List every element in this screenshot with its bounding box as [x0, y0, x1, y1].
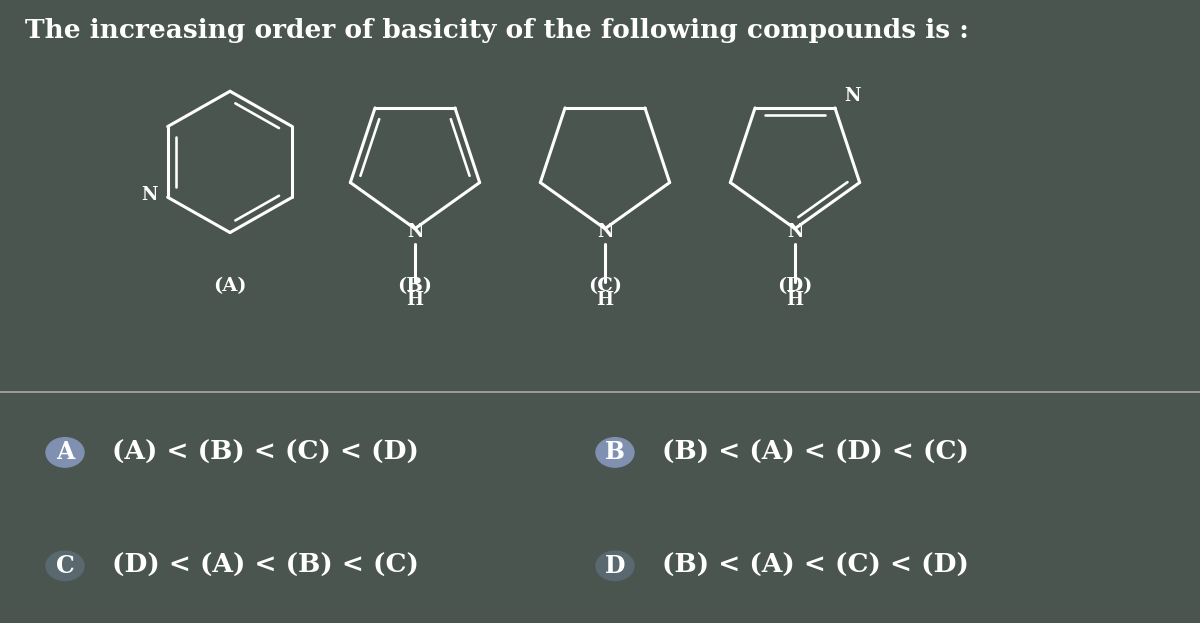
Text: (D) < (A) < (B) < (C): (D) < (A) < (B) < (C) — [112, 553, 419, 578]
Text: N: N — [845, 87, 862, 105]
Text: (B): (B) — [397, 277, 432, 295]
Ellipse shape — [596, 551, 634, 581]
Text: B: B — [605, 440, 625, 464]
Text: D: D — [605, 554, 625, 578]
Text: H: H — [596, 292, 613, 310]
Text: (A): (A) — [214, 277, 247, 295]
Text: N: N — [407, 223, 424, 240]
Text: (C): (C) — [588, 277, 622, 295]
Text: The increasing order of basicity of the following compounds is :: The increasing order of basicity of the … — [25, 17, 968, 42]
Text: H: H — [407, 292, 424, 310]
Text: (B) < (A) < (C) < (D): (B) < (A) < (C) < (D) — [662, 553, 968, 578]
Ellipse shape — [46, 551, 84, 581]
Text: N: N — [142, 186, 158, 204]
Text: A: A — [56, 440, 74, 464]
Text: (B) < (A) < (D) < (C): (B) < (A) < (D) < (C) — [662, 440, 968, 465]
Ellipse shape — [46, 438, 84, 467]
Text: (D): (D) — [778, 277, 812, 295]
Text: N: N — [787, 223, 803, 240]
Text: H: H — [786, 292, 804, 310]
Text: (A) < (B) < (C) < (D): (A) < (B) < (C) < (D) — [112, 440, 419, 465]
Text: N: N — [596, 223, 613, 240]
Ellipse shape — [596, 438, 634, 467]
Text: C: C — [55, 554, 74, 578]
